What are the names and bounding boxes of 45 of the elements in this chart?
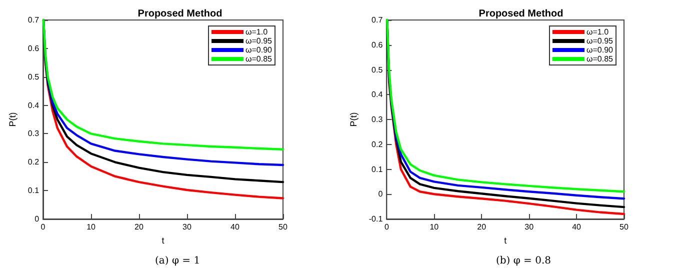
y-tick-label: 0.1: [28, 186, 40, 196]
legend-label: ω=0.85: [586, 54, 614, 64]
legend-label: ω=0.95: [586, 36, 614, 46]
x-tick-label: 10: [86, 222, 96, 232]
legend-label: ω=0.90: [246, 46, 273, 54]
y-axis-title: P(t): [348, 112, 358, 127]
chart-title: Proposed Method: [138, 8, 222, 20]
y-tick-label: 0.6: [372, 40, 384, 50]
x-tick-label: 30: [524, 222, 534, 232]
y-tick-label: 0: [378, 190, 384, 199]
x-axis-title: t: [162, 235, 165, 246]
chart-title: Proposed Method: [478, 8, 564, 20]
legend-label: ω=1.0: [586, 28, 610, 36]
y-tick-label: -0.1: [368, 214, 384, 224]
y-tick-label: 0.6: [28, 44, 40, 53]
text: (b) φ = 0.8: [496, 256, 552, 266]
x-axis-title: t: [504, 235, 508, 246]
legend-label: ω=0.85: [246, 54, 273, 64]
x-tick-label: 50: [278, 222, 288, 232]
x-tick-label: 0: [384, 222, 390, 232]
x-tick-label: 50: [620, 222, 629, 232]
text: (a) φ = 1: [155, 256, 200, 266]
y-tick-label: 0.2: [28, 158, 40, 167]
y-axis-title: P(t): [8, 112, 18, 127]
x-tick-label: 20: [477, 222, 487, 232]
x-tick-label: 40: [572, 222, 582, 232]
legend-label: ω=0.95: [246, 36, 273, 46]
x-tick-label: 30: [182, 222, 192, 232]
y-tick-label: 0.7: [372, 16, 384, 24]
y-tick-label: 0.2: [372, 140, 384, 149]
x-tick-label: 10: [430, 222, 440, 232]
y-tick-label: 0.5: [28, 72, 40, 82]
legend-label: ω=0.90: [586, 46, 614, 54]
y-tick-label: 0.4: [28, 100, 40, 110]
y-tick-label: 0.4: [372, 90, 384, 100]
x-tick-label: 20: [134, 222, 144, 232]
y-tick-label: 0.7: [28, 16, 40, 24]
y-tick-label: 0.1: [372, 164, 384, 174]
y-tick-label: 0.3: [372, 115, 384, 124]
y-tick-label: 0.3: [28, 129, 40, 138]
y-tick-label: 0: [34, 214, 40, 224]
x-tick-label: 0: [40, 222, 46, 232]
x-tick-label: 40: [230, 222, 240, 232]
legend-label: ω=1.0: [246, 28, 268, 36]
y-tick-label: 0.5: [372, 65, 384, 74]
